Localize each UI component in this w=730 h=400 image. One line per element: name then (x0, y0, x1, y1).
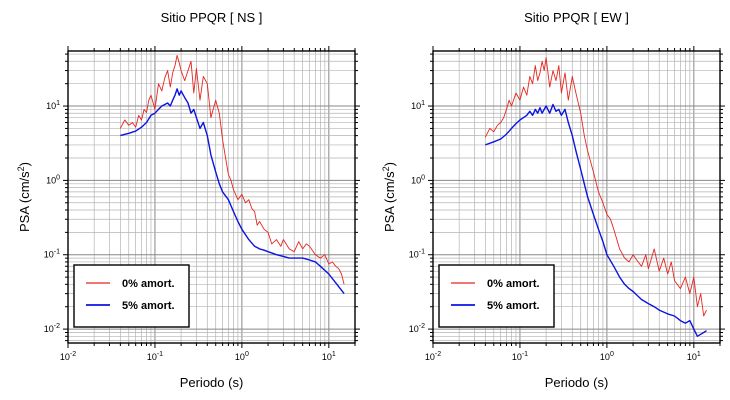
chart-title: Sitio PPQR [ NS ] (161, 10, 263, 25)
x-tick-base: 10 (425, 352, 435, 362)
x-axis-label: Periodo (s) (180, 375, 244, 390)
legend: 0% amort. 5% amort. (438, 264, 555, 328)
tick-marks (63, 46, 360, 348)
y-axis-label-main: PSA (cm/s (17, 171, 32, 232)
series-line-5pct (485, 103, 707, 337)
y-axis-label-main: PSA (cm/s (382, 171, 397, 232)
y-tick-base: 10 (44, 324, 54, 334)
x-tick-label: 101 (322, 351, 336, 362)
series-line-0pct (484, 57, 707, 317)
y-tick-label: 100 (411, 174, 425, 185)
x-tick-base: 10 (687, 352, 697, 362)
y-tick-exp: 0 (421, 174, 425, 181)
y-tick-exp: 1 (56, 100, 60, 107)
y-tick-exp: 1 (421, 100, 425, 107)
x-tick-exp: 1 (697, 351, 701, 358)
x-tick-base: 10 (600, 352, 610, 362)
y-tick-base: 10 (46, 101, 56, 111)
tick-marks (428, 46, 725, 348)
legend-label-0pct: 0% amort. (122, 278, 175, 290)
x-tick-label: 10-1 (512, 351, 528, 362)
y-tick-exp: -2 (419, 323, 425, 330)
y-tick-exp: -1 (54, 249, 60, 256)
x-tick-label: 100 (235, 351, 249, 362)
legend-box (73, 264, 190, 328)
y-tick-base: 10 (44, 250, 54, 260)
y-axis-label: PSA (cm/s2) (16, 162, 32, 232)
y-tick-exp: -1 (419, 249, 425, 256)
x-tick-base: 10 (60, 352, 70, 362)
legend-box (438, 264, 555, 328)
y-tick-label: 10-1 (409, 249, 425, 260)
x-tick-exp: -2 (70, 351, 76, 358)
chart-title: Sitio PPQR [ EW ] (524, 10, 629, 25)
x-tick-base: 10 (322, 352, 332, 362)
legend-label-5pct: 5% amort. (487, 300, 540, 312)
y-tick-exp: 0 (56, 174, 60, 181)
y-tick-label: 101 (411, 100, 425, 111)
y-axis-label-sup: 2 (381, 166, 391, 171)
y-tick-label: 10-2 (44, 323, 60, 334)
x-tick-exp: 0 (245, 351, 249, 358)
y-tick-label: 101 (46, 100, 60, 111)
y-tick-base: 10 (409, 324, 419, 334)
series-line-0pct (119, 54, 345, 285)
y-tick-label: 10-1 (44, 249, 60, 260)
x-tick-exp: -1 (157, 351, 163, 358)
y-tick-base: 10 (411, 101, 421, 111)
x-tick-label: 100 (600, 351, 614, 362)
x-tick-base: 10 (512, 352, 522, 362)
x-axis-label: Periodo (s) (545, 375, 609, 390)
x-tick-label: 101 (687, 351, 701, 362)
x-tick-label: 10-1 (147, 351, 163, 362)
y-tick-label: 10-2 (409, 323, 425, 334)
x-tick-exp: 0 (610, 351, 614, 358)
y-tick-base: 10 (409, 250, 419, 260)
series-line-5pct (120, 88, 345, 295)
y-axis-label-end: ) (17, 162, 32, 166)
legend: 0% amort. 5% amort. (73, 264, 190, 328)
y-tick-exp: -2 (54, 323, 60, 330)
x-tick-exp: -2 (435, 351, 441, 358)
y-tick-base: 10 (46, 175, 56, 185)
legend-label-5pct: 5% amort. (122, 300, 175, 312)
x-tick-label: 10-2 (425, 351, 441, 362)
y-tick-base: 10 (411, 175, 421, 185)
y-tick-label: 100 (46, 174, 60, 185)
x-tick-exp: -1 (522, 351, 528, 358)
x-tick-label: 10-2 (60, 351, 76, 362)
y-axis-label-sup: 2 (16, 166, 26, 171)
x-tick-exp: 1 (332, 351, 336, 358)
x-tick-base: 10 (147, 352, 157, 362)
y-axis-label: PSA (cm/s2) (381, 162, 397, 232)
x-tick-base: 10 (235, 352, 245, 362)
y-axis-label-end: ) (382, 162, 397, 166)
legend-label-0pct: 0% amort. (487, 278, 540, 290)
